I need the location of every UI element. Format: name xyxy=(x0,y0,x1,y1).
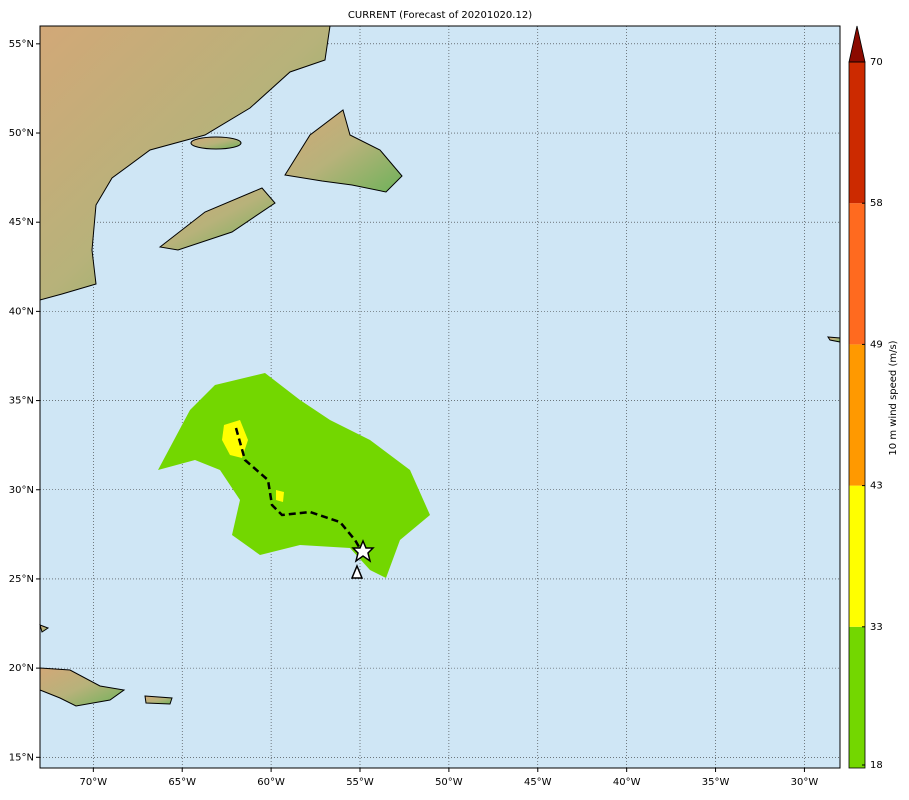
colorbar-label: 10 m wind speed (m/s) xyxy=(888,340,899,455)
colorbar-bin xyxy=(849,203,865,345)
colorbar-tick-label: 43 xyxy=(870,481,883,492)
chart-title: CURRENT (Forecast of 20201020.12) xyxy=(348,10,532,21)
y-tick-label: 30°N xyxy=(9,485,34,496)
colorbar-bin xyxy=(849,344,865,486)
y-tick-label: 35°N xyxy=(9,396,34,407)
colorbar-tick-label: 49 xyxy=(870,339,883,350)
x-tick-label: 45°W xyxy=(524,777,552,788)
colorbar-bin xyxy=(849,62,865,204)
x-tick-label: 30°W xyxy=(791,777,819,788)
colorbar-bin xyxy=(849,626,865,768)
x-tick-label: 70°W xyxy=(80,777,108,788)
y-tick-label: 55°N xyxy=(9,39,34,50)
x-tick-label: 35°W xyxy=(702,777,730,788)
colorbar-tick-label: 33 xyxy=(870,622,883,633)
track-marker xyxy=(350,564,364,579)
y-tick-label: 25°N xyxy=(9,574,34,585)
colorbar: 18 33 43 49 58 70 xyxy=(848,25,883,771)
wind-field xyxy=(158,373,430,578)
y-tick-label: 15°N xyxy=(9,752,34,763)
colorbar-bin xyxy=(849,485,865,627)
x-tick-label: 50°W xyxy=(435,777,463,788)
x-tick-label: 40°W xyxy=(613,777,641,788)
x-tick-label: 60°W xyxy=(257,777,285,788)
x-tick-label: 65°W xyxy=(168,777,196,788)
y-tick-label: 20°N xyxy=(9,663,34,674)
colorbar-tick-label: 58 xyxy=(870,198,883,209)
y-tick-label: 50°N xyxy=(9,128,34,139)
storm-track xyxy=(234,427,364,553)
storm-position xyxy=(351,539,375,563)
y-tick-label: 40°N xyxy=(9,306,34,317)
x-tick-label: 55°W xyxy=(346,777,374,788)
map-frame xyxy=(39,25,841,769)
colorbar-frame xyxy=(848,61,866,769)
land xyxy=(39,25,841,707)
ocean xyxy=(40,26,840,768)
colorbar-tick-label: 18 xyxy=(870,760,883,771)
y-tick-label: 45°N xyxy=(9,217,34,228)
colorbar-tick-label: 70 xyxy=(870,57,883,68)
colorbar-extend xyxy=(848,25,866,63)
